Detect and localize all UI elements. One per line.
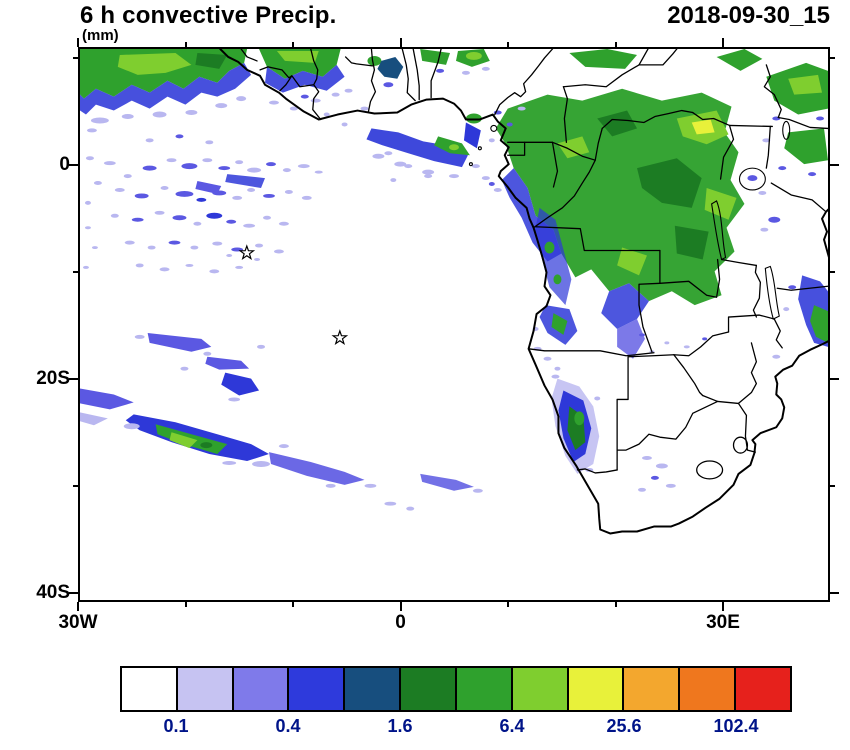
- swaziland-border: [732, 436, 749, 454]
- axis-tick: [830, 56, 835, 59]
- y-axis-tick-label: 20S: [36, 367, 70, 389]
- colorbar-cell: [624, 668, 681, 710]
- colorbar-tick-label: 0.4: [275, 716, 301, 736]
- colorbar-cell: [177, 668, 234, 710]
- precip-south-coast-specks: [638, 456, 676, 492]
- axis-tick: [184, 602, 187, 607]
- plot-timestamp: 2018-09-30_15: [667, 2, 830, 29]
- lake-malawi: [764, 265, 780, 320]
- axis-tick: [830, 484, 835, 487]
- precip-angola-coast: [532, 305, 578, 371]
- axis-tick: [830, 591, 839, 594]
- precip-east-coast: [639, 216, 828, 359]
- axis-tick: [292, 602, 294, 607]
- y-axis-tick-label: 40S: [36, 581, 70, 603]
- axis-tick: [399, 38, 402, 47]
- country-borders: [240, 49, 828, 480]
- axis-tick: [507, 42, 509, 47]
- colorbar-cell: [568, 668, 625, 710]
- axis-tick: [614, 602, 617, 607]
- colorbar-cell: [680, 668, 737, 710]
- colorbar-cell: [456, 668, 513, 710]
- y-axis-tick-label: 0: [59, 153, 70, 175]
- colorbar-tick-label: 0.1: [163, 716, 189, 736]
- axis-tick: [830, 270, 835, 273]
- map-canvas: [80, 49, 828, 535]
- lake-turkana: [782, 120, 791, 140]
- axis-tick: [77, 602, 79, 611]
- star-marker: [239, 245, 255, 260]
- precip-namibia-coast: [551, 374, 601, 474]
- colorbar-cell: [233, 668, 290, 710]
- axis-tick: [184, 42, 187, 47]
- precip-guinea-coast: [366, 113, 502, 192]
- plot-units-label: (mm): [82, 27, 119, 44]
- axis-tick: [292, 42, 294, 47]
- colorbar-cell: [345, 668, 402, 710]
- lake-tanganyika: [711, 200, 727, 261]
- colorbar-cell: [736, 668, 790, 710]
- africa-coastline: [219, 49, 828, 535]
- colorbar: [120, 666, 792, 712]
- precip-west-african-band: [80, 49, 490, 145]
- colorbar-tick-label: 25.6: [606, 716, 642, 736]
- axis-tick: [722, 602, 724, 611]
- lakes: [711, 120, 791, 320]
- precip-congo-basin: [488, 49, 828, 359]
- axis-tick: [73, 56, 78, 59]
- x-axis-tick-label: 30E: [706, 612, 740, 633]
- colorbar-cell: [401, 668, 457, 710]
- precip-overlay: [80, 49, 828, 511]
- colorbar-cell: [122, 668, 178, 710]
- axis-tick: [77, 38, 79, 47]
- x-axis-tick-label: 0: [395, 612, 406, 633]
- axis-tick: [830, 163, 839, 166]
- precip-atlantic-speckles: [82, 151, 433, 274]
- axis-tick: [73, 484, 78, 487]
- axis-tick: [722, 38, 724, 47]
- axis-tick: [69, 591, 78, 594]
- colorbar-tick-label: 6.4: [499, 716, 525, 736]
- colorbar-tick-label: 102.4: [713, 716, 759, 736]
- colorbar-cell: [289, 668, 346, 710]
- x-axis-tick-label: 30W: [58, 612, 98, 633]
- precip-south-atlantic-band: [80, 388, 483, 511]
- star-marker: [332, 330, 348, 345]
- axis-tick: [69, 163, 78, 166]
- axis-tick: [73, 270, 78, 273]
- axis-tick: [399, 602, 402, 611]
- axis-tick: [69, 377, 78, 380]
- map-frame: [78, 47, 830, 602]
- lesotho-border: [696, 460, 724, 480]
- axis-tick: [614, 42, 617, 47]
- precip-midsouth-streaks: [134, 332, 266, 402]
- colorbar-cell: [512, 668, 569, 710]
- plot-title: 6 h convective Precip.: [80, 2, 337, 29]
- axis-tick: [507, 602, 509, 607]
- colorbar-tick-label: 1.6: [387, 716, 413, 736]
- lake-victoria: [738, 167, 766, 191]
- axis-tick: [830, 377, 839, 380]
